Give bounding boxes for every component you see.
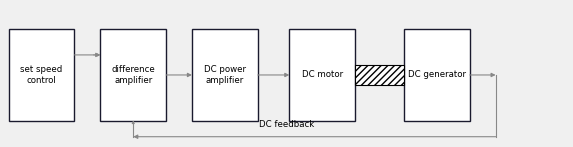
Bar	[355, 65, 404, 85]
Bar	[404, 29, 470, 121]
Text: set speed
control: set speed control	[21, 65, 62, 85]
Text: difference
amplifier: difference amplifier	[111, 65, 155, 85]
Bar	[192, 29, 258, 121]
Text: DC power
amplifier: DC power amplifier	[204, 65, 246, 85]
Bar	[9, 29, 74, 121]
Text: DC generator: DC generator	[408, 70, 466, 80]
Bar	[100, 29, 166, 121]
Text: DC feedback: DC feedback	[259, 120, 314, 129]
Bar	[289, 29, 355, 121]
Text: DC motor: DC motor	[302, 70, 343, 80]
